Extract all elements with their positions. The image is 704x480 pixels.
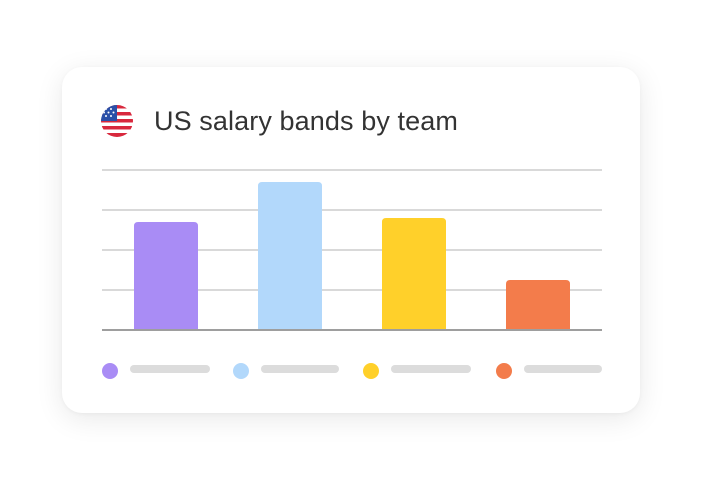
us-flag-icon bbox=[101, 105, 133, 137]
legend-label-placeholder bbox=[391, 365, 471, 373]
bar bbox=[258, 182, 322, 330]
legend-swatch bbox=[233, 363, 249, 379]
legend-label-placeholder bbox=[261, 365, 339, 373]
legend-label-placeholder bbox=[524, 365, 602, 373]
chart-title: US salary bands by team bbox=[154, 106, 458, 136]
legend-swatch bbox=[102, 363, 118, 379]
legend-label-placeholder bbox=[130, 365, 210, 373]
legend-swatch bbox=[363, 363, 379, 379]
bar bbox=[382, 218, 446, 330]
legend-swatch bbox=[496, 363, 512, 379]
bar bbox=[506, 280, 570, 330]
bar bbox=[134, 222, 198, 330]
